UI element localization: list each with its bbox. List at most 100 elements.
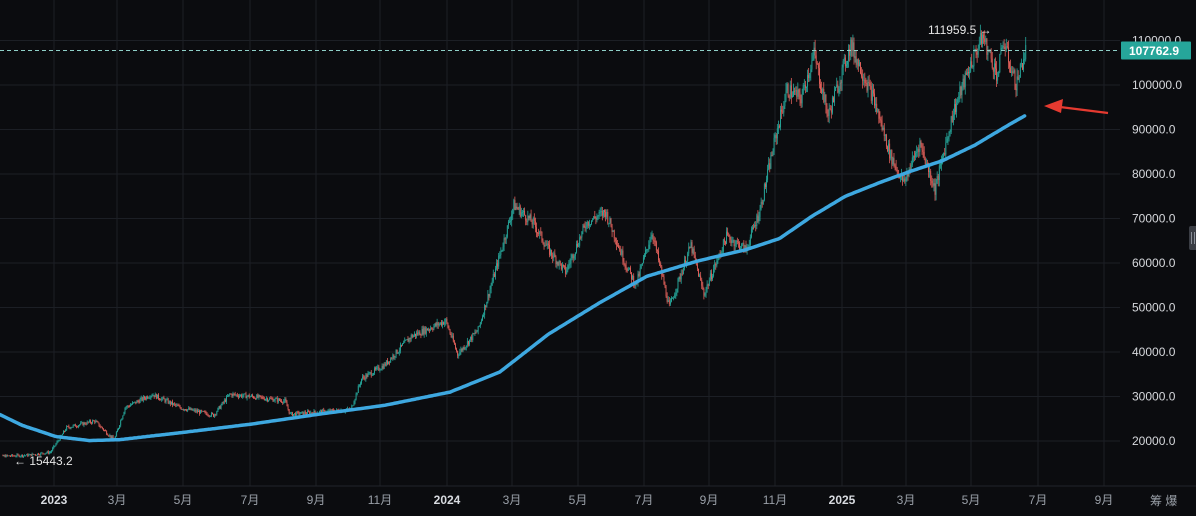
candle-body	[733, 240, 735, 247]
candle-body	[516, 206, 518, 209]
x-tick-label: 3月	[108, 493, 127, 507]
candle-body	[1007, 47, 1009, 63]
candle-body	[815, 55, 817, 64]
candle-body	[569, 263, 571, 265]
candle-body	[8, 455, 10, 457]
candle-body	[240, 394, 242, 396]
candle-body	[426, 328, 428, 331]
candle-body	[971, 61, 973, 68]
candle-body	[58, 440, 60, 442]
candle-body	[542, 240, 544, 244]
candle-body	[829, 108, 831, 110]
candle-body	[781, 109, 783, 112]
candle-body	[687, 253, 689, 262]
candle-body	[106, 431, 108, 435]
candle-body	[496, 263, 497, 269]
scroll-handle[interactable]	[1189, 226, 1196, 250]
candle-body	[287, 406, 289, 410]
candle-body	[646, 249, 648, 251]
candle-body	[242, 395, 244, 398]
candle-body	[855, 56, 857, 65]
candle-body	[526, 220, 528, 223]
candle-body	[766, 179, 767, 187]
candle-body	[178, 405, 180, 407]
candle-body	[199, 410, 200, 414]
candle-body	[572, 254, 574, 259]
candle-body	[442, 322, 443, 326]
candle-body	[124, 407, 126, 413]
candle-body	[1003, 46, 1005, 48]
candle-body	[484, 305, 486, 315]
footer-right-label[interactable]: 筹 爆	[1150, 494, 1178, 508]
candle-body	[37, 453, 38, 456]
candle-body	[906, 172, 908, 178]
candle-body	[107, 434, 109, 436]
candle-body	[580, 237, 582, 239]
candle-body	[12, 454, 14, 456]
candle-body	[195, 410, 197, 412]
candle-body	[200, 410, 202, 414]
candle-body	[67, 426, 69, 427]
candle-body	[391, 358, 393, 360]
candle-body	[685, 260, 686, 266]
candle-body	[464, 347, 466, 350]
candle-body	[668, 300, 670, 304]
candle-body	[438, 323, 440, 326]
candle-body	[229, 393, 231, 395]
candle-body	[1019, 63, 1021, 78]
candle-body	[949, 131, 951, 133]
candle-body	[213, 413, 215, 417]
candle-body	[626, 268, 628, 271]
candle-body	[583, 225, 585, 227]
candle-body	[929, 171, 931, 172]
candle-body	[295, 413, 297, 416]
high-price-label: 111959.5 →	[928, 23, 992, 37]
candle-body	[377, 366, 379, 368]
candle-body	[938, 165, 940, 181]
candle-body	[999, 53, 1001, 73]
candle-body	[659, 260, 661, 264]
candle-body	[722, 239, 724, 252]
candle-body	[224, 400, 226, 402]
x-axis: 2023 3月 5月 7月 9月 11月 2024 3月 5月 7月 9月 11月 2025 3月 5月 7月…	[0, 485, 1196, 507]
candle-body	[450, 333, 452, 337]
candle-body	[244, 393, 246, 395]
candle-body	[566, 270, 568, 274]
candle-body	[601, 211, 603, 216]
candle-body	[283, 400, 285, 403]
candle-body	[1014, 70, 1016, 89]
candle-body	[596, 216, 598, 220]
y-tick-label: 100000.0	[1132, 78, 1182, 92]
candle-body	[945, 142, 947, 155]
candle-body	[266, 398, 267, 400]
candle-body	[223, 400, 225, 403]
candle-body	[528, 215, 530, 219]
candle-body	[274, 398, 276, 401]
candle-body	[409, 338, 411, 340]
candle-body	[962, 78, 964, 85]
candle-body	[237, 396, 239, 398]
candle-body	[2, 454, 4, 456]
candle-body	[175, 404, 177, 406]
candle-body	[997, 76, 999, 81]
candle-body	[969, 71, 971, 74]
candle-body	[579, 237, 581, 246]
candle-body	[966, 72, 968, 75]
candle-body	[323, 409, 325, 411]
candle-body	[973, 51, 975, 67]
candle-body	[842, 61, 844, 68]
candle-body	[1022, 63, 1023, 70]
candle-body	[798, 89, 800, 93]
candle-body	[192, 409, 194, 411]
candle-body	[755, 225, 757, 227]
candle-body	[420, 335, 422, 336]
candle-body	[318, 411, 320, 413]
candle-body	[551, 249, 553, 256]
candle-body	[521, 212, 523, 213]
candle-body	[294, 413, 296, 415]
candle-body	[112, 436, 114, 439]
candle-body	[774, 135, 776, 138]
candle-body	[363, 376, 365, 378]
candle-body	[262, 397, 264, 399]
